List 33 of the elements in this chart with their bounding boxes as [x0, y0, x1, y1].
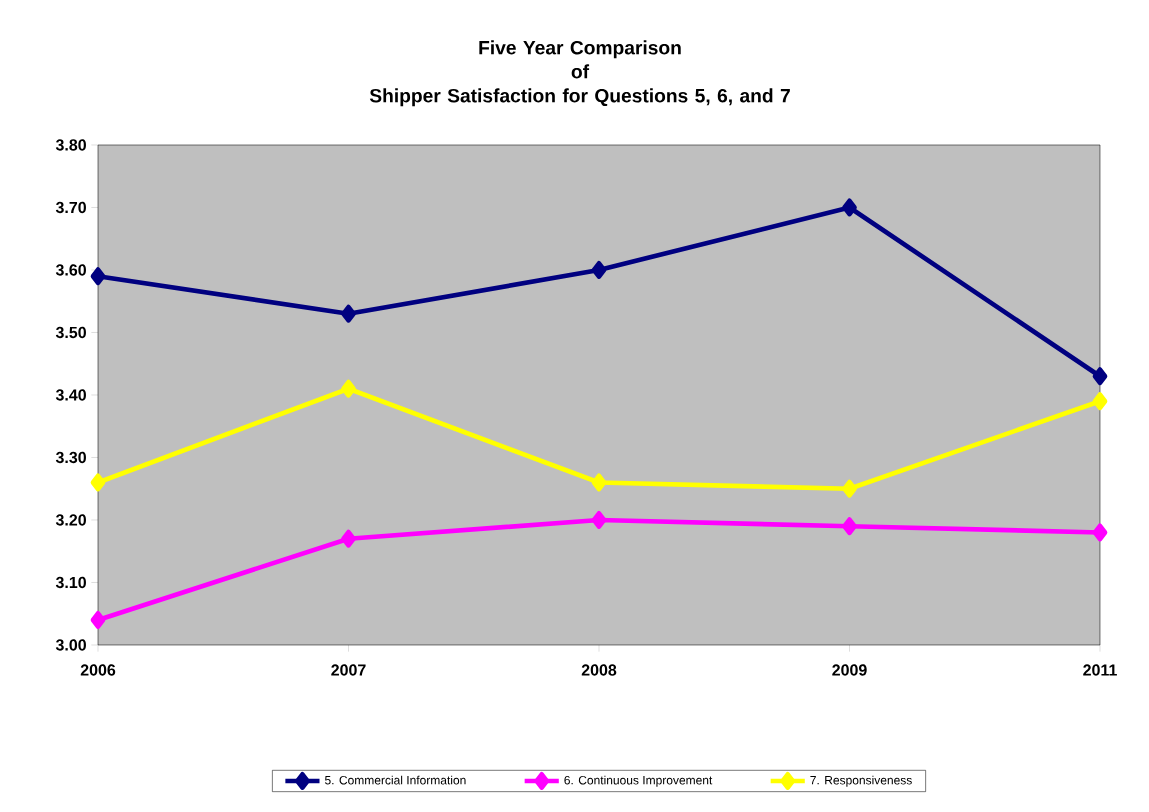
- y-tick-label: 3.10: [55, 576, 86, 589]
- legend-label: 5. Commercial Information: [324, 775, 466, 785]
- y-tick-label: 3.30: [55, 451, 86, 464]
- point: [842, 517, 857, 536]
- point: [591, 260, 607, 279]
- point: [90, 473, 106, 492]
- y-tick-label: 3.40: [55, 389, 86, 401]
- x-tick-label: 2008: [581, 664, 617, 676]
- x-tick-label: 2009: [832, 664, 867, 676]
- point: [341, 379, 356, 398]
- legend-label: 6. Continuous Improvement: [564, 775, 713, 787]
- x-tick-label: 2007: [331, 664, 366, 676]
- chart-title: Five Year Comparison of Shipper Satisfaction for Questions 5, 6, and 7: [369, 40, 790, 107]
- point: [591, 510, 607, 529]
- y-tick-label: 3.00: [55, 639, 86, 651]
- y-tick-label: 3.20: [55, 514, 86, 526]
- point: [1092, 367, 1108, 386]
- point: [591, 473, 607, 492]
- point: [842, 479, 857, 498]
- point: [90, 610, 106, 629]
- legend-label: 7. Responsiveness: [810, 775, 912, 787]
- point: [842, 198, 857, 217]
- y-tick-label: 3.80: [55, 139, 86, 151]
- y-tick-label: 3.50: [55, 326, 86, 339]
- point: [1092, 523, 1108, 542]
- point: [341, 304, 356, 323]
- x-tick-label: 2011: [1083, 664, 1117, 676]
- y-tick-label: 3.60: [55, 264, 86, 276]
- x-tick-label: 2006: [80, 664, 116, 676]
- y-tick-label: 3.70: [55, 201, 86, 214]
- point: [1092, 392, 1108, 411]
- point: [90, 267, 106, 286]
- point: [341, 529, 356, 548]
